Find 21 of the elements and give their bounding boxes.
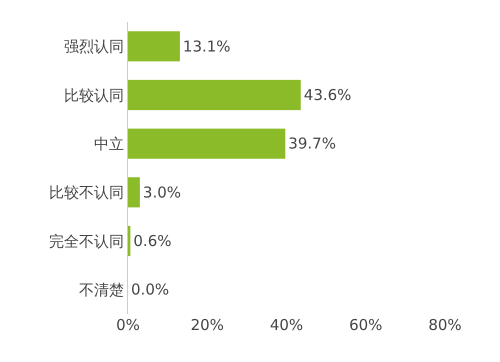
- x-tick-label: 40%: [270, 316, 304, 334]
- y-tick-label: 比较不认同: [49, 184, 124, 202]
- data-label: 3.0%: [142, 183, 181, 202]
- data-label: 39.7%: [288, 134, 336, 153]
- y-tick-label: 完全不认同: [49, 232, 124, 250]
- x-tick-label: 80%: [428, 316, 462, 334]
- x-tick-label: 0%: [116, 316, 140, 334]
- bar: [128, 31, 180, 62]
- y-tick-label: 比较认同: [64, 86, 124, 104]
- y-tick-label: 不清楚: [79, 280, 124, 299]
- data-label: 13.1%: [182, 37, 231, 56]
- data-label: 0.0%: [131, 280, 170, 299]
- x-tick-label: 20%: [190, 316, 224, 334]
- data-label: 0.6%: [133, 232, 172, 250]
- data-label: 43.6%: [304, 86, 352, 104]
- x-tick-label: 60%: [349, 316, 382, 334]
- y-tick-label: 中立: [94, 134, 124, 153]
- bar: [128, 80, 301, 110]
- bar: [128, 177, 140, 208]
- bar: [128, 128, 286, 159]
- y-tick-label: 强烈认同: [64, 38, 124, 56]
